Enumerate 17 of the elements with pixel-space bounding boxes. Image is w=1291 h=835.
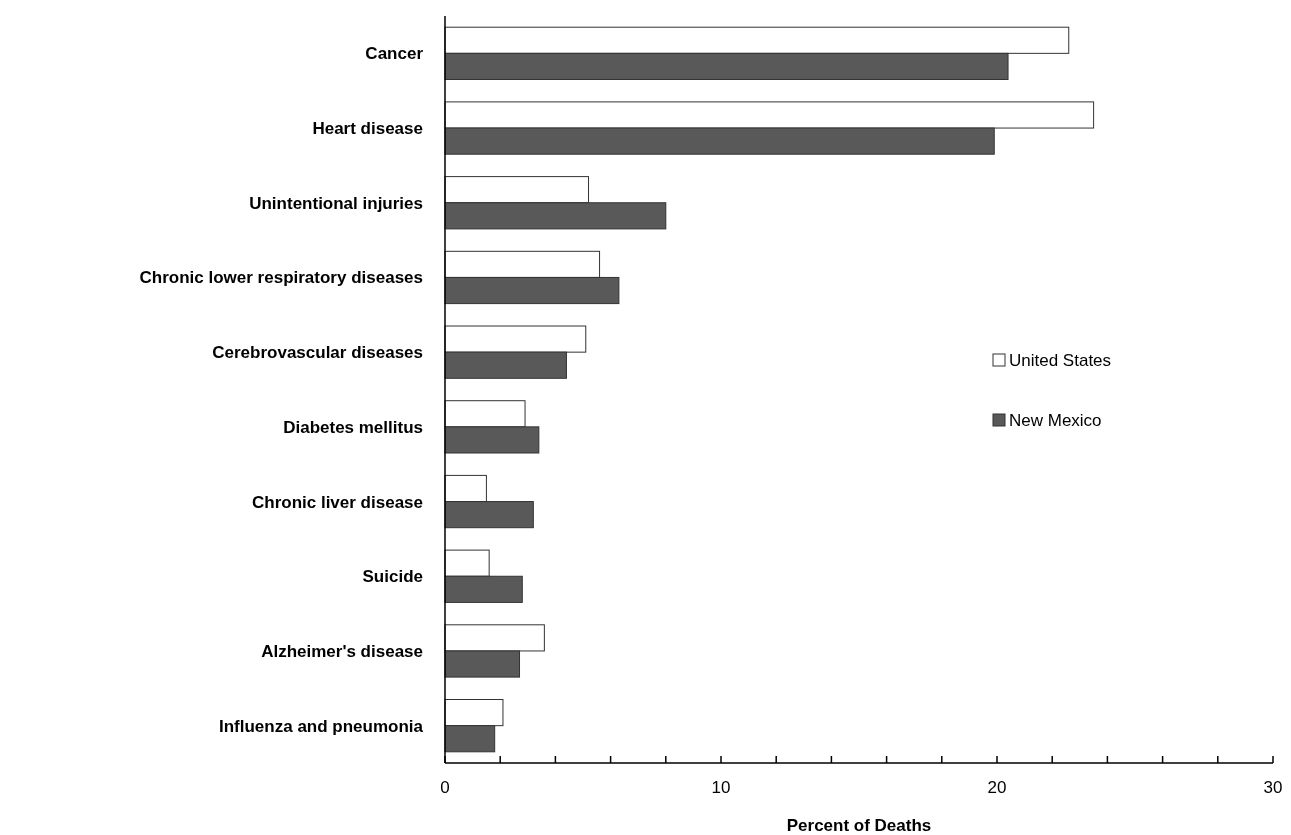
y-tick-label: Heart disease [312,119,423,139]
y-tick-label: Suicide [362,567,423,587]
y-tick-label: Unintentional injuries [249,193,423,213]
y-tick-label: Influenza and pneumonia [218,716,424,736]
x-tick-label: 20 [987,778,1007,797]
y-tick-label: Cancer [365,44,424,64]
x-tick-label: 30 [1263,778,1283,797]
legend-label: United States [1009,351,1112,370]
y-tick-label: Alzheimer's disease [261,641,423,661]
x-tick-label: 10 [711,778,731,797]
legend-label: New Mexico [1009,411,1102,430]
y-tick-label: Chronic lower respiratory diseases [139,268,423,288]
y-tick-label: Cerebrovascular diseases [212,343,423,363]
x-tick-label: 0 [440,778,450,797]
y-tick-label: Diabetes mellitus [283,417,423,437]
x-axis-title: Percent of Deaths [786,816,932,835]
y-tick-label: Chronic liver disease [251,492,423,512]
